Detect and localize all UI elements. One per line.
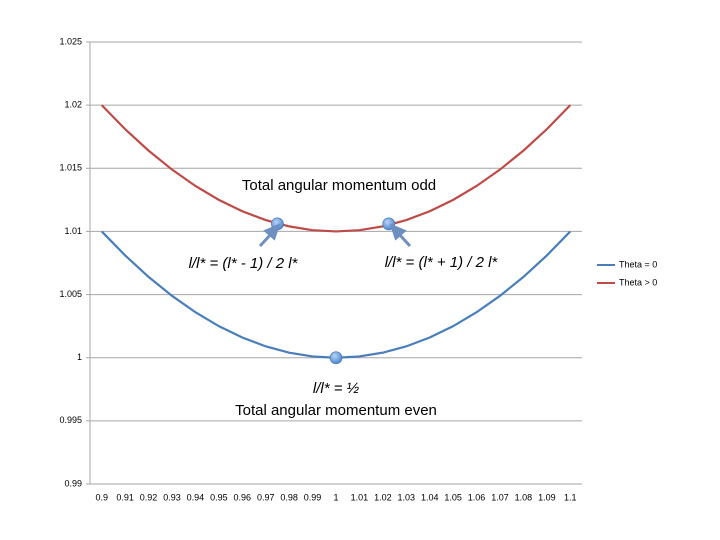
x-tick-label: 1.03: [398, 492, 416, 502]
y-tick-label: 1.025: [59, 36, 82, 46]
x-tick-label: 0.91: [116, 492, 134, 502]
x-tick-label: 1.01: [351, 492, 369, 502]
y-tick-label: 1: [77, 352, 82, 362]
annotation: Total angular momentum odd: [242, 177, 436, 194]
x-tick-label: 0.9: [95, 492, 108, 502]
x-tick-label: 1.07: [491, 492, 509, 502]
annotation: l/l* = (l* - 1) / 2 l*: [189, 255, 299, 272]
marker: [329, 351, 343, 365]
y-tick-label: 0.995: [59, 415, 82, 425]
x-tick-label: 1.1: [564, 492, 577, 502]
annotation: Total angular momentum even: [235, 402, 437, 419]
plot-area: 0.99 0.995 1 1.005 1.01 1.015 1.02 1.025 0.9 0.91…: [59, 36, 657, 502]
y-tick-label: 0.99: [64, 478, 82, 488]
x-tick-label: 1.08: [515, 492, 533, 502]
x-tick-label: 0.99: [304, 492, 322, 502]
annotation: l/l* = ½: [313, 380, 360, 397]
arrows: [258, 223, 412, 248]
x-tick-label: 0.97: [257, 492, 275, 502]
x-tick-label: 0.93: [163, 492, 181, 502]
y-tick-label: 1.01: [64, 226, 82, 236]
y-tick-label: 1.02: [64, 100, 82, 110]
x-tick-label: 0.98: [280, 492, 298, 502]
legend-label: Theta = 0: [619, 259, 657, 269]
x-tick-label: 1.02: [374, 492, 392, 502]
x-tick-label: 0.92: [140, 492, 158, 502]
annotation: l/l* = (l* + 1) / 2 l*: [385, 254, 499, 271]
y-tick-label: 1.005: [59, 289, 82, 299]
x-tick-label: 1.09: [538, 492, 556, 502]
x-tick-label: 1.06: [468, 492, 486, 502]
x-tick-label: 0.94: [187, 492, 205, 502]
legend-label: Theta > 0: [619, 277, 657, 287]
series-line: [100, 104, 572, 233]
x-tick-label: 1.04: [421, 492, 439, 502]
x-tick-label: 0.96: [234, 492, 252, 502]
x-tick-label: 1.05: [444, 492, 462, 502]
x-tick-label: 1: [333, 492, 338, 502]
y-tick-label: 1.015: [59, 163, 82, 173]
x-tick-label: 0.95: [210, 492, 228, 502]
